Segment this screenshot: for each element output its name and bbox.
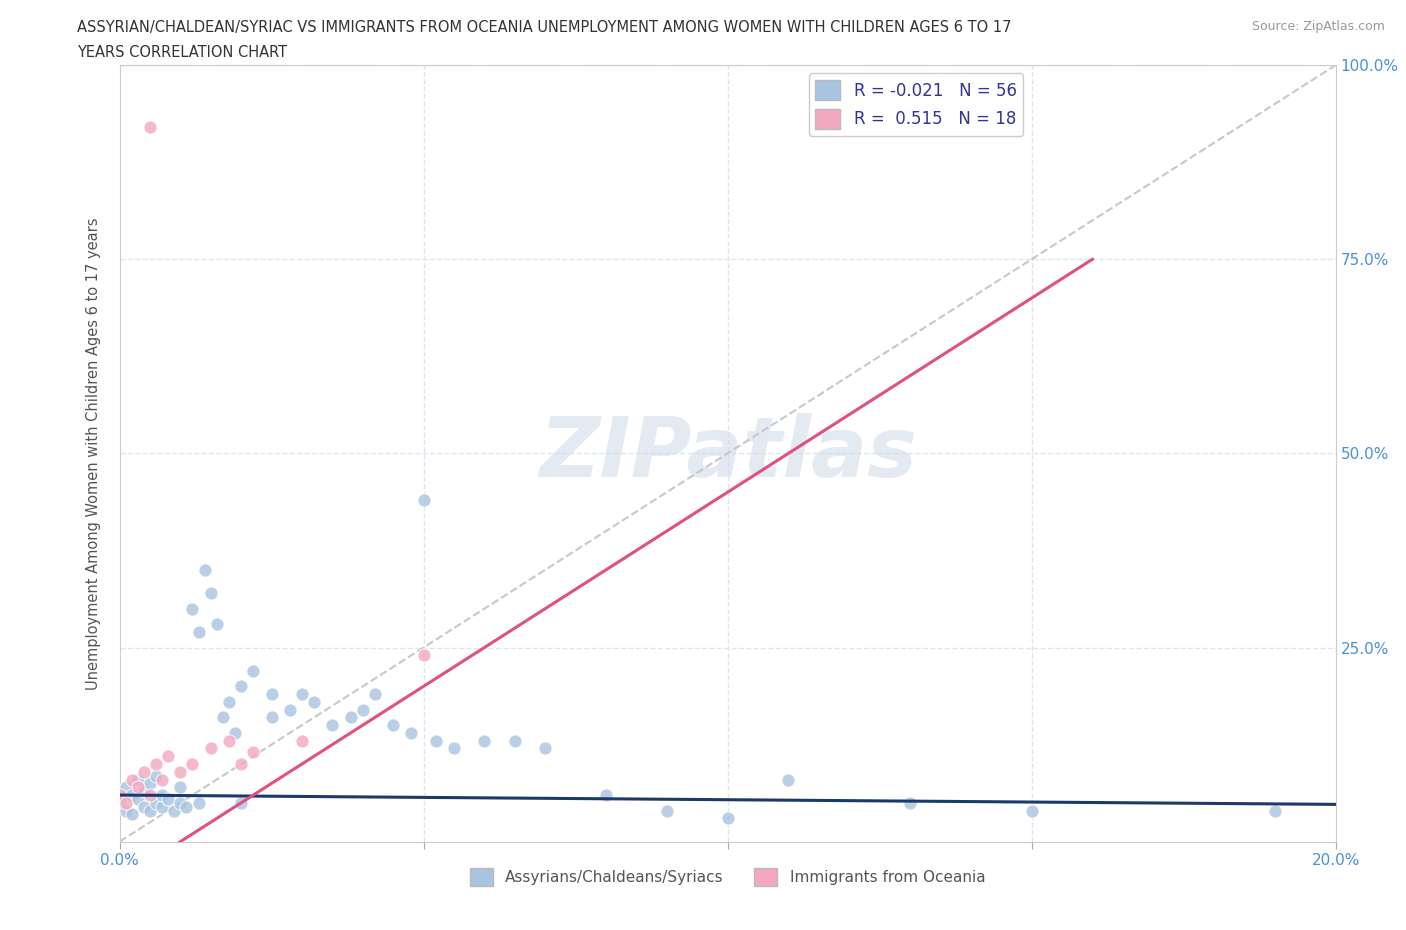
Text: ASSYRIAN/CHALDEAN/SYRIAC VS IMMIGRANTS FROM OCEANIA UNEMPLOYMENT AMONG WOMEN WIT: ASSYRIAN/CHALDEAN/SYRIAC VS IMMIGRANTS F… <box>77 20 1012 35</box>
Point <box>187 795 209 810</box>
Point <box>114 804 136 818</box>
Point <box>187 625 209 640</box>
Point <box>425 733 447 748</box>
Point <box>231 679 253 694</box>
Point <box>181 757 204 772</box>
Point <box>778 772 800 787</box>
Point <box>401 725 423 740</box>
Point <box>145 757 167 772</box>
Point <box>260 686 283 701</box>
Point <box>169 764 191 779</box>
Point <box>242 745 264 760</box>
Point <box>121 788 143 803</box>
Point <box>145 795 167 810</box>
Point <box>291 686 314 701</box>
Point <box>291 733 314 748</box>
Point <box>595 788 617 803</box>
Point <box>121 772 143 787</box>
Point <box>114 795 136 810</box>
Point <box>503 733 526 748</box>
Point <box>121 807 143 822</box>
Point <box>717 811 740 826</box>
Point <box>139 804 162 818</box>
Point <box>132 784 155 799</box>
Point <box>382 718 405 733</box>
Point <box>231 795 253 810</box>
Point <box>157 791 180 806</box>
Point <box>139 776 162 790</box>
Point <box>218 695 240 710</box>
Point <box>200 741 222 756</box>
Point <box>132 799 155 814</box>
Point <box>260 710 283 724</box>
Point <box>194 563 217 578</box>
Point <box>302 695 325 710</box>
Point <box>181 602 204 617</box>
Point <box>339 710 361 724</box>
Text: ZIPatlas: ZIPatlas <box>538 413 917 494</box>
Point <box>412 648 434 663</box>
Point <box>472 733 496 748</box>
Point <box>127 772 149 787</box>
Point <box>412 493 434 508</box>
Point <box>145 768 167 783</box>
Point <box>114 780 136 795</box>
Point <box>278 702 301 717</box>
Point <box>108 788 131 803</box>
Point <box>176 799 198 814</box>
Text: Source: ZipAtlas.com: Source: ZipAtlas.com <box>1251 20 1385 33</box>
Point <box>139 788 162 803</box>
Point <box>218 733 240 748</box>
Legend: Assyrians/Chaldeans/Syriacs, Immigrants from Oceania: Assyrians/Chaldeans/Syriacs, Immigrants … <box>464 861 991 892</box>
Point <box>132 764 155 779</box>
Point <box>108 795 131 810</box>
Point <box>1264 804 1286 818</box>
Point <box>139 120 162 135</box>
Point <box>150 799 173 814</box>
Point <box>169 780 191 795</box>
Point <box>157 749 180 764</box>
Point <box>231 757 253 772</box>
Y-axis label: Unemployment Among Women with Children Ages 6 to 17 years: Unemployment Among Women with Children A… <box>86 217 101 690</box>
Point <box>224 725 246 740</box>
Point <box>205 617 228 631</box>
Point <box>321 718 343 733</box>
Point <box>655 804 678 818</box>
Point <box>127 791 149 806</box>
Point <box>150 788 173 803</box>
Point <box>352 702 374 717</box>
Point <box>163 804 186 818</box>
Point <box>242 663 264 678</box>
Point <box>169 795 191 810</box>
Point <box>443 741 465 756</box>
Point <box>127 780 149 795</box>
Point <box>898 795 921 810</box>
Point <box>150 772 173 787</box>
Point <box>212 710 235 724</box>
Point <box>364 686 387 701</box>
Point <box>534 741 557 756</box>
Point <box>200 586 222 601</box>
Text: YEARS CORRELATION CHART: YEARS CORRELATION CHART <box>77 45 287 60</box>
Point <box>1021 804 1043 818</box>
